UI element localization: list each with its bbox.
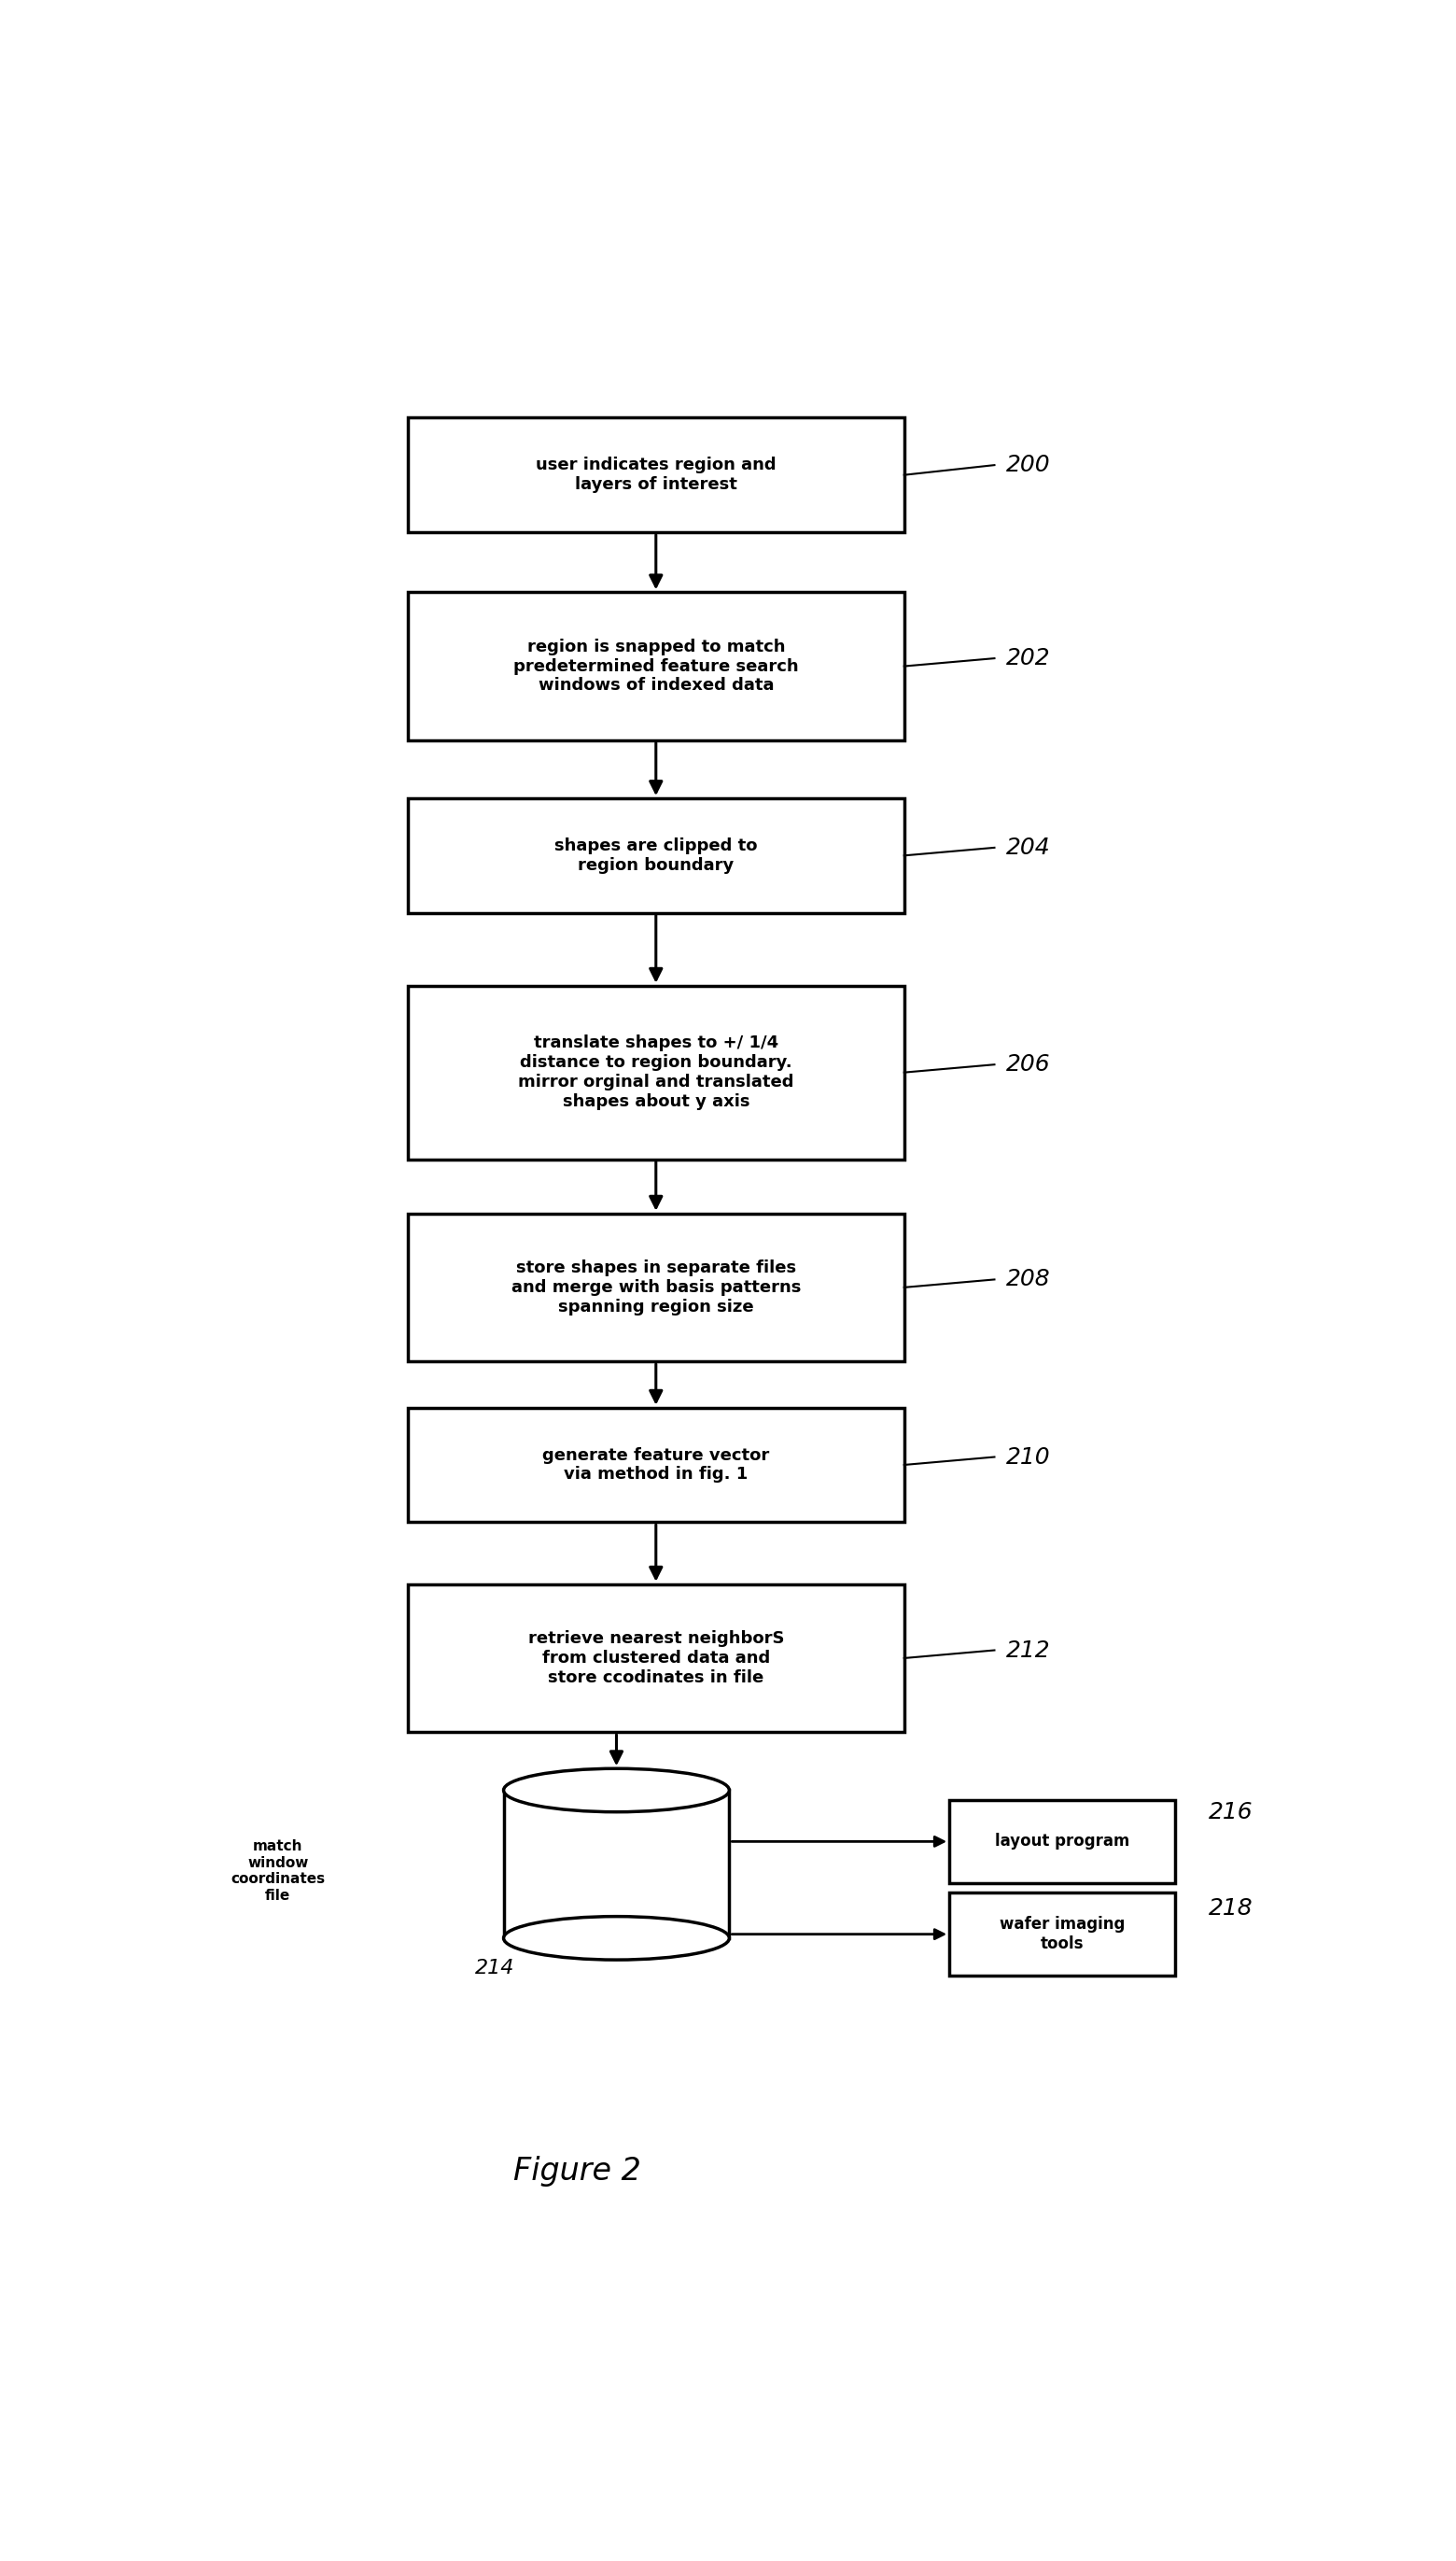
Text: Figure 2: Figure 2 [513,2156,641,2187]
Text: region is snapped to match
predetermined feature search
windows of indexed data: region is snapped to match predetermined… [514,638,798,694]
Text: 202: 202 [1006,648,1050,668]
Text: retrieve nearest neighborS
from clustered data and
store ccodinates in file: retrieve nearest neighborS from clustere… [529,1631,783,1685]
FancyBboxPatch shape [408,592,904,740]
FancyBboxPatch shape [408,799,904,912]
Text: 208: 208 [1006,1268,1050,1291]
Text: match
window
coordinates
file: match window coordinates file [230,1839,325,1903]
Text: 218: 218 [1208,1898,1254,1921]
Text: 206: 206 [1006,1053,1050,1076]
Text: layout program: layout program [994,1834,1130,1849]
Text: user indicates region and
layers of interest: user indicates region and layers of inte… [536,456,776,494]
FancyBboxPatch shape [949,1800,1175,1882]
Bar [504,1790,729,1939]
Text: 214: 214 [475,1959,515,1977]
Text: 216: 216 [1208,1800,1254,1823]
Text: translate shapes to +/ 1/4
distance to region boundary.
mirror orginal and trans: translate shapes to +/ 1/4 distance to r… [518,1035,794,1109]
Text: 210: 210 [1006,1447,1050,1467]
Ellipse shape [504,1770,729,1813]
Text: store shapes in separate files
and merge with basis patterns
spanning region siz: store shapes in separate files and merge… [511,1260,801,1316]
Text: shapes are clipped to
region boundary: shapes are clipped to region boundary [555,837,757,873]
Text: generate feature vector
via method in fig. 1: generate feature vector via method in fi… [543,1447,769,1483]
FancyBboxPatch shape [408,1214,904,1362]
FancyBboxPatch shape [949,1893,1175,1975]
Text: 212: 212 [1006,1639,1050,1662]
Text: 204: 204 [1006,837,1050,858]
Text: 200: 200 [1006,453,1050,476]
Ellipse shape [504,1916,729,1959]
Text: wafer imaging
tools: wafer imaging tools [999,1916,1125,1951]
FancyBboxPatch shape [408,1409,904,1521]
FancyBboxPatch shape [408,986,904,1160]
FancyBboxPatch shape [408,417,904,533]
FancyBboxPatch shape [408,1585,904,1731]
